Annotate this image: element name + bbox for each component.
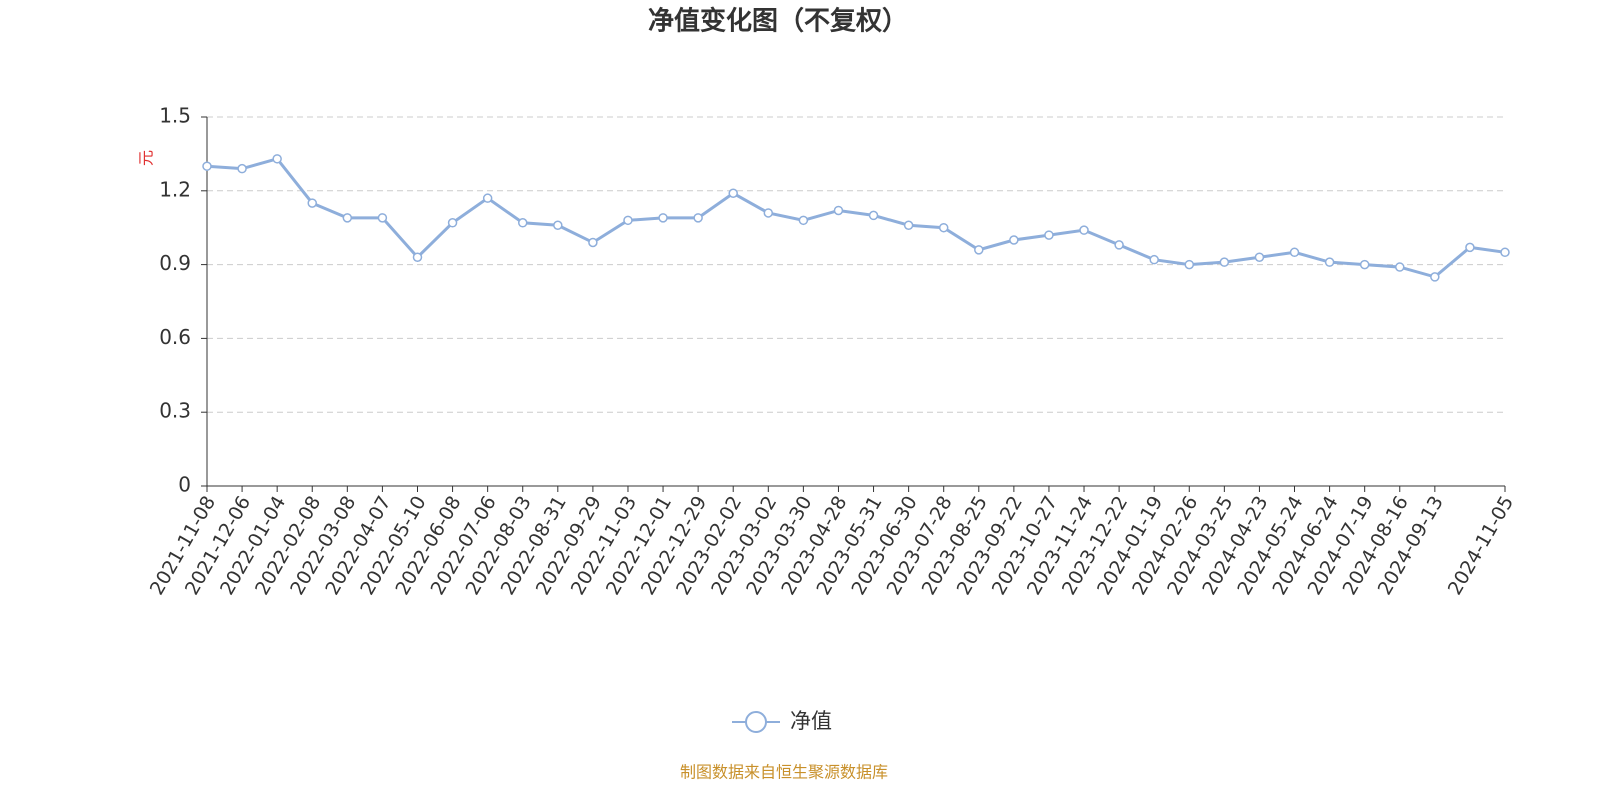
point-marker (342, 213, 353, 223)
point-marker (377, 213, 388, 223)
point-marker (1500, 247, 1510, 258)
point-marker (1044, 230, 1054, 240)
point-marker (517, 218, 528, 228)
point-marker (1149, 254, 1159, 265)
y-tick-label: 0.6 (159, 325, 191, 349)
point-marker (658, 213, 668, 223)
y-tick-label: 1.5 (159, 104, 191, 128)
point-marker (482, 193, 493, 203)
point-marker (553, 220, 563, 230)
legend-marker (745, 711, 767, 733)
point-marker (447, 218, 458, 228)
point-marker (763, 208, 774, 218)
legend-label: 净值 (790, 709, 832, 733)
point-marker (974, 245, 984, 255)
chart-title: 净值变化图（不复权） (648, 6, 908, 37)
point-marker (1324, 257, 1335, 267)
point-marker (1430, 272, 1440, 282)
point-marker (1465, 242, 1475, 253)
point-marker (623, 215, 633, 226)
point-marker (728, 188, 738, 199)
point-marker (237, 163, 247, 174)
source-note: 制图数据来自恒生聚源数据库 (680, 763, 888, 782)
point-marker (938, 222, 949, 233)
point-marker (833, 205, 844, 216)
x-tick-label: 2024-11-05 (1444, 492, 1518, 599)
point-marker (1079, 225, 1089, 235)
point-marker (1184, 259, 1195, 270)
point-marker (307, 198, 317, 208)
point-marker (202, 161, 212, 171)
point-marker (798, 215, 809, 226)
y-tick-label: 0 (178, 473, 191, 497)
point-marker (1359, 259, 1370, 270)
y-tick-label: 1.2 (159, 177, 191, 201)
y-tick-label: 0.9 (159, 251, 191, 275)
point-marker (1254, 252, 1265, 262)
point-marker (693, 213, 703, 223)
point-marker (588, 237, 598, 248)
point-marker (1219, 257, 1230, 267)
point-marker (1114, 240, 1124, 250)
y-tick-label: 0.3 (159, 399, 191, 423)
point-marker (1289, 247, 1300, 258)
point-marker (272, 154, 282, 164)
point-marker (1009, 235, 1019, 245)
point-marker (412, 252, 423, 262)
point-marker (868, 210, 879, 221)
point-marker (903, 220, 914, 230)
point-marker (1395, 262, 1405, 272)
y-axis-label: 元 (137, 150, 156, 166)
series-line (206, 157, 1506, 279)
